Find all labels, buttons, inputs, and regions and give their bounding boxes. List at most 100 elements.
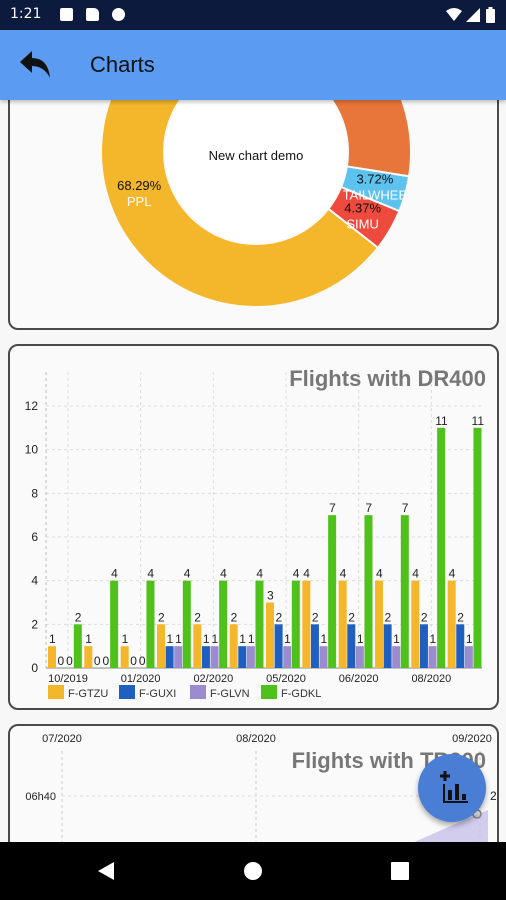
bar-value-label: 1 (239, 632, 246, 646)
bar (201, 646, 210, 668)
bar-value-label: 1 (122, 632, 129, 646)
legend-swatch (119, 685, 135, 699)
bar-value-label: 1 (284, 632, 291, 646)
bar-xtick-label: 02/2020 (193, 673, 233, 685)
add-chart-icon (440, 771, 468, 803)
bar-value-label: 11 (435, 414, 448, 428)
bar-xtick-label: 10/2019 (48, 673, 88, 685)
line-right-label: 2 (490, 789, 497, 803)
bar-value-label: 0 (130, 654, 137, 668)
bar (375, 580, 383, 668)
bar (411, 580, 420, 668)
bar (182, 580, 191, 668)
bar-ytick-label: 10 (25, 443, 39, 457)
nav-back-icon[interactable] (96, 861, 116, 881)
battery-icon (486, 7, 495, 23)
donut-slice-label: PPL (127, 194, 152, 209)
bar-value-label: 1 (203, 632, 210, 646)
bar (383, 624, 392, 668)
legend-label: F-GUXI (139, 688, 176, 700)
bar (437, 427, 446, 668)
legend-label: F-GTZU (68, 688, 108, 700)
nav-recents-icon[interactable] (391, 862, 409, 880)
bar-xtick-label: 01/2020 (121, 673, 161, 685)
bar-value-label: 7 (402, 501, 409, 515)
bar-value-label: 1 (85, 632, 92, 646)
bar-value-label: 1 (466, 632, 473, 646)
wifi-icon (446, 8, 462, 21)
donut-slice (330, 100, 412, 178)
line-ytick-label: 06h40 (25, 791, 56, 803)
bar-value-label: 1 (49, 632, 56, 646)
bar (219, 580, 228, 668)
bar-value-label: 4 (220, 567, 227, 581)
add-chart-button[interactable] (418, 754, 486, 822)
bar-value-label: 1 (211, 632, 218, 646)
bar-value-label: 2 (158, 610, 165, 624)
bar (456, 624, 465, 668)
bar (447, 580, 456, 668)
bar (238, 646, 247, 668)
legend-label: F-GDKL (281, 688, 321, 700)
page-title: Charts (90, 52, 155, 77)
bar (338, 580, 347, 668)
bar (291, 580, 300, 668)
bar (419, 624, 428, 668)
bar-value-label: 4 (449, 567, 456, 581)
bar (73, 624, 82, 668)
bar-value-label: 2 (194, 610, 201, 624)
bar-xtick-label: 06/2020 (339, 673, 379, 685)
bar (283, 646, 292, 668)
bar-value-label: 4 (256, 567, 263, 581)
bar-value-label: 2 (457, 610, 464, 624)
legend-label: F-GLVN (210, 688, 250, 700)
bar (174, 646, 183, 668)
bar (464, 646, 473, 668)
bar-value-label: 2 (348, 610, 355, 624)
bar (310, 624, 319, 668)
bar-value-label: 0 (139, 654, 146, 668)
line-xtick-label: 07/2020 (42, 733, 82, 745)
bar (364, 515, 373, 668)
bar (274, 624, 283, 668)
bar-ytick-label: 12 (25, 399, 39, 413)
legend-swatch (48, 685, 64, 699)
bar-value-label: 1 (248, 632, 255, 646)
bar (246, 646, 255, 668)
bar-value-label: 4 (184, 567, 191, 581)
bar-xtick-label: 08/2020 (411, 673, 451, 685)
sd-card-icon (86, 8, 99, 21)
line-chart: 07/2020 08/2020 09/2020 Flights with TB200… (25, 733, 497, 842)
bar (146, 580, 155, 668)
bar-value-label: 4 (111, 567, 118, 581)
status-time: 1:21 (10, 6, 42, 22)
bar (165, 646, 174, 668)
bar-ytick-label: 4 (31, 574, 38, 588)
line-series-area (414, 810, 488, 842)
bar-value-label: 1 (357, 632, 364, 646)
donut-slice-label: TAILWHEE (343, 187, 408, 202)
signal-icon (466, 8, 480, 22)
back-arrow-icon[interactable] (16, 48, 54, 82)
bar (319, 646, 328, 668)
bar-value-label: 1 (393, 632, 400, 646)
donut-chart-card: New chart demo 3.72% TAILWHEE 4.37% SIMU 68.… (8, 100, 499, 330)
bar-value-label: 0 (58, 654, 65, 668)
donut-center-title: New chart demo (209, 148, 304, 163)
nav-home-icon[interactable] (243, 861, 263, 881)
bar-value-label: 7 (329, 501, 336, 515)
bar (48, 646, 56, 668)
bar (302, 580, 311, 668)
bar-value-label: 1 (175, 632, 182, 646)
bar (355, 646, 364, 668)
bar (328, 515, 337, 668)
bar (392, 646, 401, 668)
donut-slice (100, 100, 380, 308)
bar-value-label: 2 (276, 610, 283, 624)
bar (110, 580, 119, 668)
charts-list[interactable]: New chart demo 3.72% TAILWHEE 4.37% SIMU 68.… (0, 100, 506, 842)
bar (347, 624, 356, 668)
notification-a-icon (60, 8, 73, 21)
